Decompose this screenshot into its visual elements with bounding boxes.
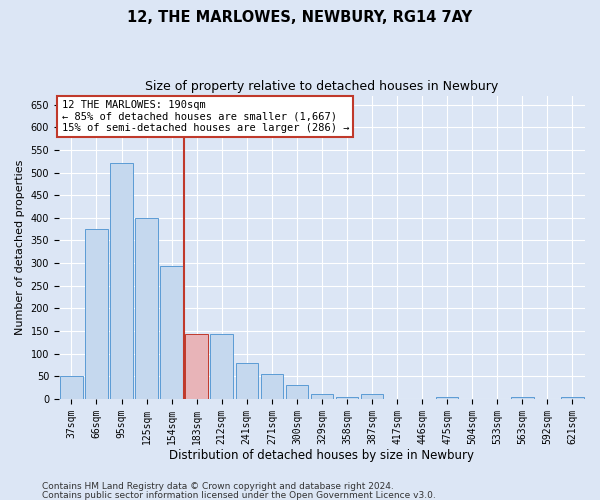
Bar xyxy=(211,334,233,399)
Title: Size of property relative to detached houses in Newbury: Size of property relative to detached ho… xyxy=(145,80,499,93)
Text: Contains public sector information licensed under the Open Government Licence v3: Contains public sector information licen… xyxy=(42,490,436,500)
Bar xyxy=(361,394,383,399)
Bar xyxy=(185,334,208,399)
Y-axis label: Number of detached properties: Number of detached properties xyxy=(15,160,25,335)
Bar xyxy=(110,164,133,399)
Bar xyxy=(436,397,458,399)
Bar xyxy=(85,229,108,399)
Bar xyxy=(136,218,158,399)
X-axis label: Distribution of detached houses by size in Newbury: Distribution of detached houses by size … xyxy=(169,450,475,462)
Bar xyxy=(160,266,183,399)
Text: 12, THE MARLOWES, NEWBURY, RG14 7AY: 12, THE MARLOWES, NEWBURY, RG14 7AY xyxy=(127,10,473,25)
Bar xyxy=(311,394,333,399)
Bar xyxy=(336,396,358,399)
Text: 12 THE MARLOWES: 190sqm
← 85% of detached houses are smaller (1,667)
15% of semi: 12 THE MARLOWES: 190sqm ← 85% of detache… xyxy=(62,100,349,134)
Bar xyxy=(60,376,83,399)
Bar xyxy=(561,397,584,399)
Bar xyxy=(511,397,533,399)
Text: Contains HM Land Registry data © Crown copyright and database right 2024.: Contains HM Land Registry data © Crown c… xyxy=(42,482,394,491)
Bar xyxy=(236,362,258,399)
Bar xyxy=(260,374,283,399)
Bar xyxy=(286,386,308,399)
